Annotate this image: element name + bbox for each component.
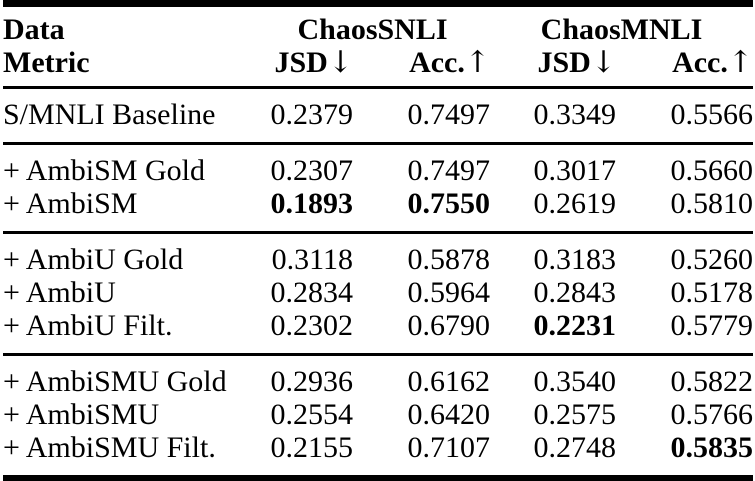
header-row-datasets: Data ChaosSNLI ChaosMNLI — [3, 4, 753, 46]
value-cell: 0.2748 — [533, 430, 617, 464]
value-cell: 0.7550 — [407, 186, 491, 220]
value-cell: 0.5878 — [407, 242, 491, 276]
value-cell: 0.5810 — [670, 186, 754, 220]
header-metric-jsd-mnli: JSD↓ — [490, 44, 617, 88]
header-group-chaosmnli: ChaosMNLI — [540, 12, 703, 46]
results-table: Data ChaosSNLI ChaosMNLI Metric JSD↓ Acc… — [3, 0, 754, 481]
value-cell: 0.7497 — [407, 97, 491, 131]
header-metric-acc-snli: Acc.↑ — [353, 46, 490, 88]
table-row: + AmbiSMU Gold 0.2936 0.6162 0.3540 0.5822 — [3, 354, 753, 398]
value-cell: 0.1893 — [270, 186, 354, 220]
value-cell: 0.2575 — [533, 397, 617, 431]
table-section-0: S/MNLI Baseline 0.2379 0.7497 0.3349 0.5566 — [3, 87, 753, 143]
table-section-3: + AmbiSMU Gold 0.2936 0.6162 0.3540 0.5822 + … — [3, 354, 754, 479]
table-section-2: + AmbiU Gold 0.3118 0.5878 0.3183 0.5260 + Am… — [3, 232, 754, 355]
value-cell: 0.3017 — [533, 153, 617, 187]
value-cell: 0.2155 — [270, 430, 354, 464]
value-cell: 0.6790 — [407, 308, 491, 342]
value-cell: 0.5178 — [670, 275, 754, 309]
row-label: + AmbiU Filt. — [3, 308, 173, 342]
row-label: + AmbiSMU Filt. — [3, 430, 216, 464]
value-cell: 0.5835 — [670, 430, 754, 464]
value-cell: 0.2936 — [270, 364, 354, 398]
up-arrow-icon: ↑ — [727, 44, 754, 80]
header-group-chaossnli: ChaosSNLI — [297, 12, 448, 46]
value-cell: 0.5766 — [670, 397, 754, 431]
value-cell: 0.3349 — [533, 97, 617, 131]
value-cell: 0.2554 — [270, 397, 354, 431]
value-cell: 0.2834 — [270, 275, 354, 309]
row-label: + AmbiSM — [3, 186, 138, 220]
table-row: + AmbiU Filt. 0.2302 0.6790 0.2231 0.5779 — [3, 309, 753, 355]
value-cell: 0.6420 — [407, 397, 491, 431]
down-arrow-icon: ↓ — [590, 44, 616, 80]
row-label: + AmbiU — [3, 275, 116, 309]
header-metric-jsd-snli: JSD↓ — [255, 44, 354, 88]
header-metric-acc-mnli: Acc.↑ — [616, 46, 753, 88]
header-metric-label: Metric — [3, 45, 90, 79]
row-label: + AmbiSMU — [3, 397, 160, 431]
table-row: + AmbiU Gold 0.3118 0.5878 0.3183 0.5260 — [3, 232, 753, 276]
value-cell: 0.3118 — [271, 242, 353, 276]
metric-name: Acc. — [672, 45, 728, 79]
table-row: + AmbiSM 0.1893 0.7550 0.2619 0.5810 — [3, 187, 753, 233]
header-row-metrics: Metric JSD↓ Acc.↑ JSD↓ Acc.↑ — [3, 46, 753, 88]
value-cell: 0.3183 — [533, 242, 617, 276]
up-arrow-icon: ↑ — [464, 44, 490, 80]
value-cell: 0.5660 — [670, 153, 754, 187]
table-row: + AmbiSMU Filt. 0.2155 0.7107 0.2748 0.5835 — [3, 431, 753, 479]
value-cell: 0.6162 — [407, 364, 491, 398]
table-row: S/MNLI Baseline 0.2379 0.7497 0.3349 0.5566 — [3, 87, 753, 143]
value-cell: 0.2231 — [533, 308, 617, 342]
value-cell: 0.7107 — [407, 430, 491, 464]
table-row: + AmbiSMU 0.2554 0.6420 0.2575 0.5766 — [3, 398, 753, 431]
metric-name: Acc. — [409, 45, 465, 79]
value-cell: 0.5822 — [670, 364, 754, 398]
table-section-1: + AmbiSM Gold 0.2307 0.7497 0.3017 0.5660 + A… — [3, 143, 754, 233]
table-header: Data ChaosSNLI ChaosMNLI Metric JSD↓ Acc… — [3, 4, 754, 88]
value-cell: 0.5779 — [670, 308, 754, 342]
table-row: + AmbiSM Gold 0.2307 0.7497 0.3017 0.5660 — [3, 143, 753, 187]
value-cell: 0.5260 — [670, 242, 754, 276]
value-cell: 0.2302 — [270, 308, 354, 342]
table-row: + AmbiU 0.2834 0.5964 0.2843 0.5178 — [3, 276, 753, 309]
metric-name: JSD — [537, 45, 591, 79]
row-label: + AmbiSMU Gold — [3, 364, 227, 398]
row-label: + AmbiSM Gold — [3, 153, 205, 187]
header-data-label: Data — [3, 12, 65, 46]
value-cell: 0.3540 — [533, 364, 617, 398]
value-cell: 0.2843 — [533, 275, 617, 309]
value-cell: 0.5964 — [407, 275, 491, 309]
value-cell: 0.2379 — [270, 97, 354, 131]
metric-name: JSD — [274, 45, 328, 79]
value-cell: 0.2619 — [533, 186, 617, 220]
row-label: + AmbiU Gold — [3, 242, 184, 276]
value-cell: 0.7497 — [407, 153, 491, 187]
value-cell: 0.5566 — [670, 97, 754, 131]
value-cell: 0.2307 — [270, 153, 354, 187]
row-label: S/MNLI Baseline — [3, 97, 216, 131]
down-arrow-icon: ↓ — [327, 44, 353, 80]
